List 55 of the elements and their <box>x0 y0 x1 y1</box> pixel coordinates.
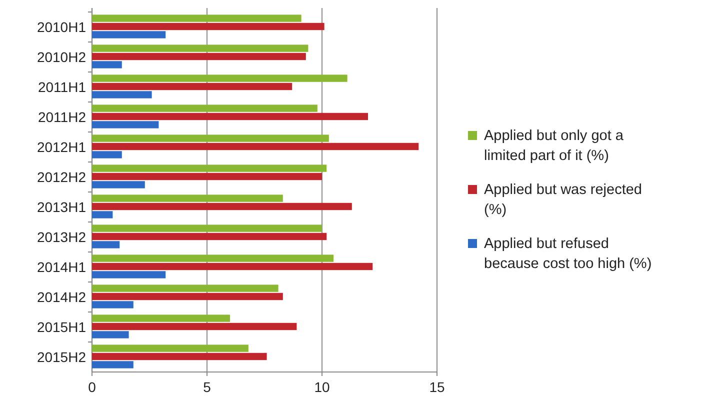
x-tick-label: 15 <box>429 379 445 395</box>
bar <box>92 14 302 22</box>
bar <box>92 361 134 368</box>
bar <box>92 181 145 188</box>
bar <box>92 121 159 128</box>
bar <box>92 224 322 232</box>
bar <box>92 331 129 338</box>
y-tick-label: 2011H2 <box>38 108 86 125</box>
bar <box>92 112 368 120</box>
bar <box>92 271 166 278</box>
bar <box>92 262 373 270</box>
bar <box>92 314 230 322</box>
bar <box>92 134 329 142</box>
bar <box>92 232 327 240</box>
bar <box>92 164 327 172</box>
y-tick-label: 2014H1 <box>36 258 86 275</box>
y-tick-label: 2012H1 <box>36 138 86 155</box>
y-tick-label: 2010H2 <box>36 48 86 65</box>
bar <box>92 292 283 300</box>
bar <box>92 142 419 150</box>
bar <box>92 52 306 60</box>
y-tick-label: 2012H2 <box>36 168 86 185</box>
legend-label: Applied but was rejected (%) <box>484 182 642 218</box>
y-tick-label: 2013H2 <box>36 228 86 245</box>
bar <box>92 194 283 202</box>
bar <box>92 211 113 218</box>
legend-label: Applied but refused because cost too high (%) <box>484 236 652 272</box>
bar <box>92 172 322 180</box>
bar <box>92 31 166 38</box>
y-tick-label: 2013H1 <box>36 198 86 215</box>
x-tick-label: 5 <box>203 379 212 395</box>
x-tick-label: 10 <box>314 379 330 395</box>
legend-label: Applied but only got a limited part of it (%) <box>484 128 624 164</box>
bar <box>92 301 134 308</box>
bar <box>92 344 248 352</box>
y-tick-label: 2015H2 <box>36 348 86 365</box>
bar <box>92 151 122 158</box>
bar <box>92 104 318 112</box>
y-tick-label: 2010H1 <box>36 18 86 35</box>
bar <box>92 284 278 292</box>
bar <box>92 322 297 330</box>
bar <box>92 254 334 262</box>
y-tick-label: 2014H2 <box>36 288 86 305</box>
bar <box>92 74 348 82</box>
y-tick-label: 2011H1 <box>38 78 86 95</box>
bar <box>92 352 267 360</box>
bar <box>92 22 324 30</box>
bar <box>92 241 120 248</box>
bar <box>92 44 308 52</box>
bar <box>92 61 122 68</box>
y-tick-label: 2015H1 <box>36 318 86 335</box>
bar <box>92 91 152 98</box>
bar <box>92 82 292 90</box>
bar <box>92 202 352 210</box>
x-tick-label: 0 <box>88 379 96 395</box>
